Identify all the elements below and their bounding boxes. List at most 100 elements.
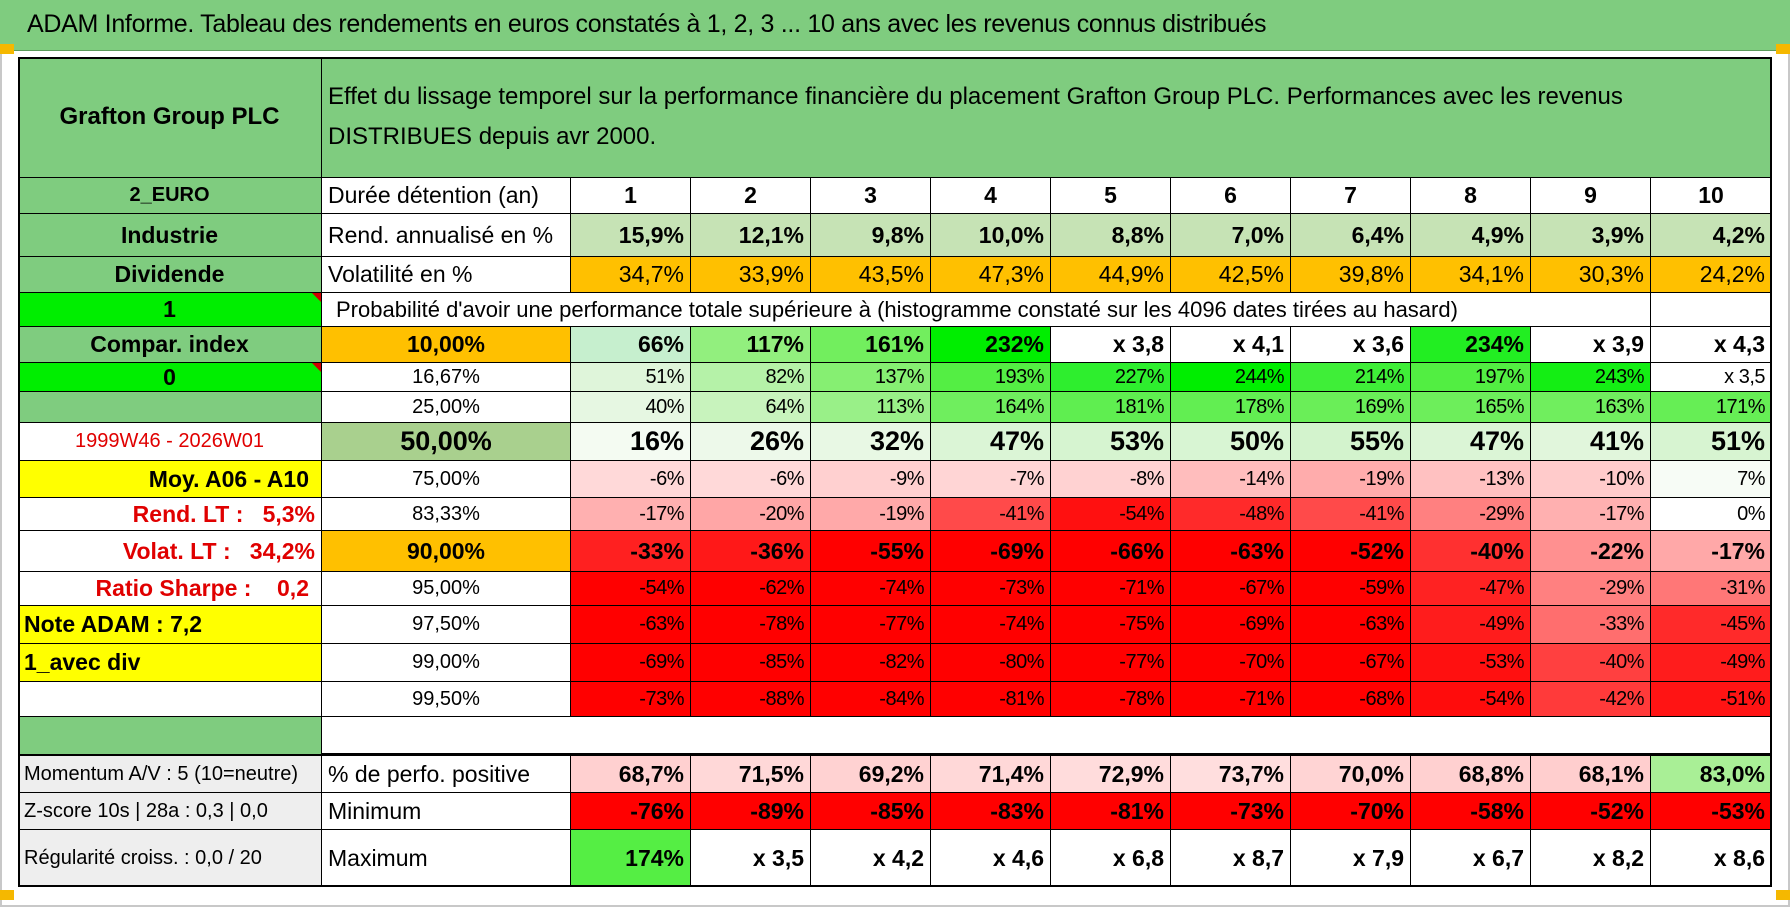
probability-threshold: 95,00% [322,572,571,606]
minimum-value: -53% [1651,793,1772,830]
probability-threshold: 75,00% [322,461,571,498]
probability-value: 0% [1651,498,1772,531]
performance-table: Grafton Group PLC Effet du lissage tempor… [18,57,1772,887]
probability-threshold: 90,00% [322,531,571,572]
positive-value: 72,9% [1051,754,1171,793]
probability-value: 243% [1531,363,1651,392]
positive-value: 83,0% [1651,754,1772,793]
rend-value: 9,8% [811,214,931,257]
probability-threshold: 99,50% [322,682,571,717]
probability-value: x 3,6 [1291,327,1411,363]
title-bar: ADAM Informe. Tableau des rendements en … [0,0,1790,51]
year-header: 3 [811,178,931,214]
rend-value: 4,9% [1411,214,1531,257]
year-header: 5 [1051,178,1171,214]
spacer [322,717,1772,754]
probability-value: -63% [1291,606,1411,644]
probability-value: 47% [1411,423,1531,461]
vol-value: 47,3% [931,257,1051,293]
maximum-value: x 7,9 [1291,830,1411,887]
probability-value: -6% [571,461,691,498]
probability-value: -69% [571,644,691,682]
probability-value: 41% [1531,423,1651,461]
probability-value: -47% [1411,572,1531,606]
probability-value: -88% [691,682,811,717]
maximum-label: Maximum [322,830,571,887]
probability-value: -66% [1051,531,1171,572]
probability-value: -17% [571,498,691,531]
probability-value: 163% [1531,392,1651,423]
probability-value: -71% [1051,572,1171,606]
vol-value: 33,9% [691,257,811,293]
probability-value: -80% [931,644,1051,682]
probability-value: -73% [931,572,1051,606]
year-header: 4 [931,178,1051,214]
probability-value: 53% [1051,423,1171,461]
positive-value: 68,1% [1531,754,1651,793]
sector-label: Industrie [18,214,322,257]
probability-value: 227% [1051,363,1171,392]
rend-value: 15,9% [571,214,691,257]
probability-value: 50% [1171,423,1291,461]
probability-value: -59% [1291,572,1411,606]
vol-label: Volatilité en % [322,257,571,293]
probability-value: -49% [1411,606,1531,644]
probability-threshold: 50,00% [322,423,571,461]
compar-index-label: Compar. index [18,327,322,363]
period-label: 1999W46 - 2026W01 [18,423,322,461]
probability-value: -81% [931,682,1051,717]
probability-value: x 3,5 [1651,363,1772,392]
probability-value: x 3,8 [1051,327,1171,363]
probability-value: -20% [691,498,811,531]
probability-value: -54% [1411,682,1531,717]
probability-value: -82% [811,644,931,682]
probability-value: 26% [691,423,811,461]
vol-value: 34,1% [1411,257,1531,293]
rend-value: 4,2% [1651,214,1772,257]
vol-value: 42,5% [1171,257,1291,293]
maximum-value: x 4,2 [811,830,931,887]
probability-value: 164% [931,392,1051,423]
probability-value: 66% [571,327,691,363]
probability-value: -77% [811,606,931,644]
probability-threshold: 99,00% [322,644,571,682]
probability-value: x 4,1 [1171,327,1291,363]
minimum-value: -76% [571,793,691,830]
probability-value: 181% [1051,392,1171,423]
probability-value: x 4,3 [1651,327,1772,363]
probability-value: -7% [931,461,1051,498]
probability-value: -54% [1051,498,1171,531]
maximum-value: x 4,6 [931,830,1051,887]
sharpe-label: Ratio Sharpe : 0,2 [18,572,322,606]
vol-value: 34,7% [571,257,691,293]
probability-caption: Probabilité d'avoir une performance tota… [322,293,1531,327]
probability-value: 32% [811,423,931,461]
positive-value: 68,7% [571,754,691,793]
probability-value: -75% [1051,606,1171,644]
probability-value: -19% [811,498,931,531]
probability-value: -67% [1291,644,1411,682]
minimum-value: -81% [1051,793,1171,830]
probability-value: 16% [571,423,691,461]
probability-value: -41% [931,498,1051,531]
minimum-value: -85% [811,793,931,830]
rend-value: 12,1% [691,214,811,257]
corner-marker-bottom-left [0,890,14,900]
report-title: ADAM Informe. Tableau des rendements en … [27,10,1267,38]
probability-value: -10% [1531,461,1651,498]
regularite-label: Régularité croiss. : 0,0 / 20 [18,830,322,887]
probability-threshold: 16,67% [322,363,571,392]
probability-value: -71% [1171,682,1291,717]
positive-label: % de perfo. positive [322,754,571,793]
probability-value: -31% [1651,572,1772,606]
probability-value: -45% [1651,606,1772,644]
empty-cell [1531,293,1651,327]
probability-value: -14% [1171,461,1291,498]
note-label: Note ADAM : 7,2 [18,606,322,644]
minimum-label: Minimum [322,793,571,830]
minimum-value: -73% [1171,793,1291,830]
probability-value: -51% [1651,682,1772,717]
minimum-value: -89% [691,793,811,830]
rend-lt-label: Rend. LT : 5,3% [18,498,322,531]
probability-value: 7% [1651,461,1772,498]
